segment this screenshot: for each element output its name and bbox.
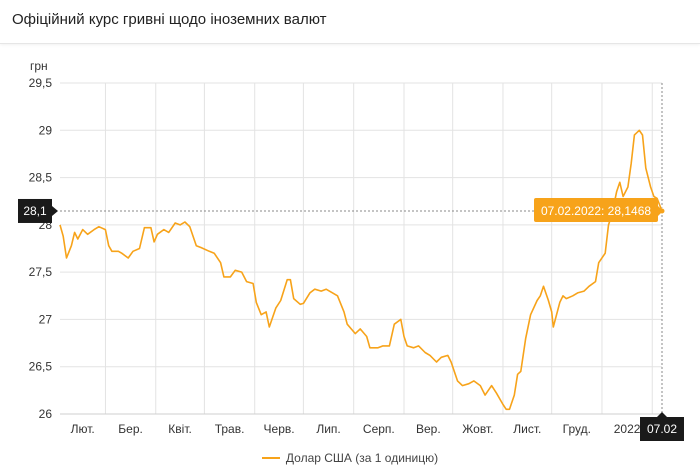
y-tick-label: 29,5: [29, 76, 53, 90]
x-tick-label: Серп.: [363, 422, 395, 436]
crosshair: [60, 83, 666, 414]
y-tick-label: 26: [39, 407, 53, 421]
x-crosshair-label: 07.02: [647, 422, 677, 436]
y-tick-label: 27: [39, 312, 53, 326]
legend-label: Долар США (за 1 одиницю): [285, 451, 439, 465]
chart-legend[interactable]: Долар США (за 1 одиницю): [0, 448, 700, 468]
x-tick-label: Груд.: [563, 422, 591, 436]
y-crosshair-label: 28,1: [23, 204, 47, 218]
x-tick-label: Бер.: [118, 422, 143, 436]
x-tick-label: Вер.: [416, 422, 441, 436]
tooltip-text: 07.02.2022: 28,1468: [541, 204, 651, 218]
x-tick-label: Черв.: [264, 422, 295, 436]
y-axis-title: грн: [30, 59, 48, 73]
y-tick-label: 28,5: [29, 171, 53, 185]
series-line: [59, 129, 663, 411]
series-lines: [59, 129, 663, 411]
x-tick-label: Жовт.: [462, 422, 493, 436]
y-tick-label: 27,5: [29, 265, 53, 279]
x-axis: Лют. Бер. Квіт. Трав. Черв. Лип. Серп. Вер. Жовт…: [71, 422, 641, 436]
chart-container: 29,5 29 28,5 28 27,5 27 26,5 26 Лют. Бер. Квіт. Тр…: [0, 44, 700, 472]
x-tick-label: Квіт.: [168, 422, 192, 436]
legend-swatch: [261, 457, 280, 459]
x-tick-label: Лист.: [513, 422, 541, 436]
chart-grid: [60, 82, 662, 415]
x-tick-label: Трав.: [215, 422, 245, 436]
x-tick-label: 2022: [614, 422, 641, 436]
tooltip: 07.02.2022: 28,1468: [534, 197, 663, 222]
x-crosshair-badge: [640, 417, 684, 441]
x-crosshair-badge-arrow: [657, 412, 667, 417]
tooltip-box: [534, 197, 658, 222]
crosshair-markers: 28,1 07.02: [18, 198, 684, 441]
page-header: Офіційний курс гривні щодо іноземних вал…: [0, 0, 700, 44]
x-tick-label: Лют.: [71, 422, 95, 436]
y-crosshair-badge-arrow: [52, 205, 58, 216]
tooltip-arrow: [658, 205, 663, 216]
page-title: Офіційний курс гривні щодо іноземних вал…: [12, 11, 327, 28]
x-tick-label: Лип.: [316, 422, 340, 436]
y-crosshair-badge: [18, 198, 52, 223]
y-tick-label: 29: [39, 123, 53, 137]
y-tick-label: 26,5: [29, 360, 53, 374]
